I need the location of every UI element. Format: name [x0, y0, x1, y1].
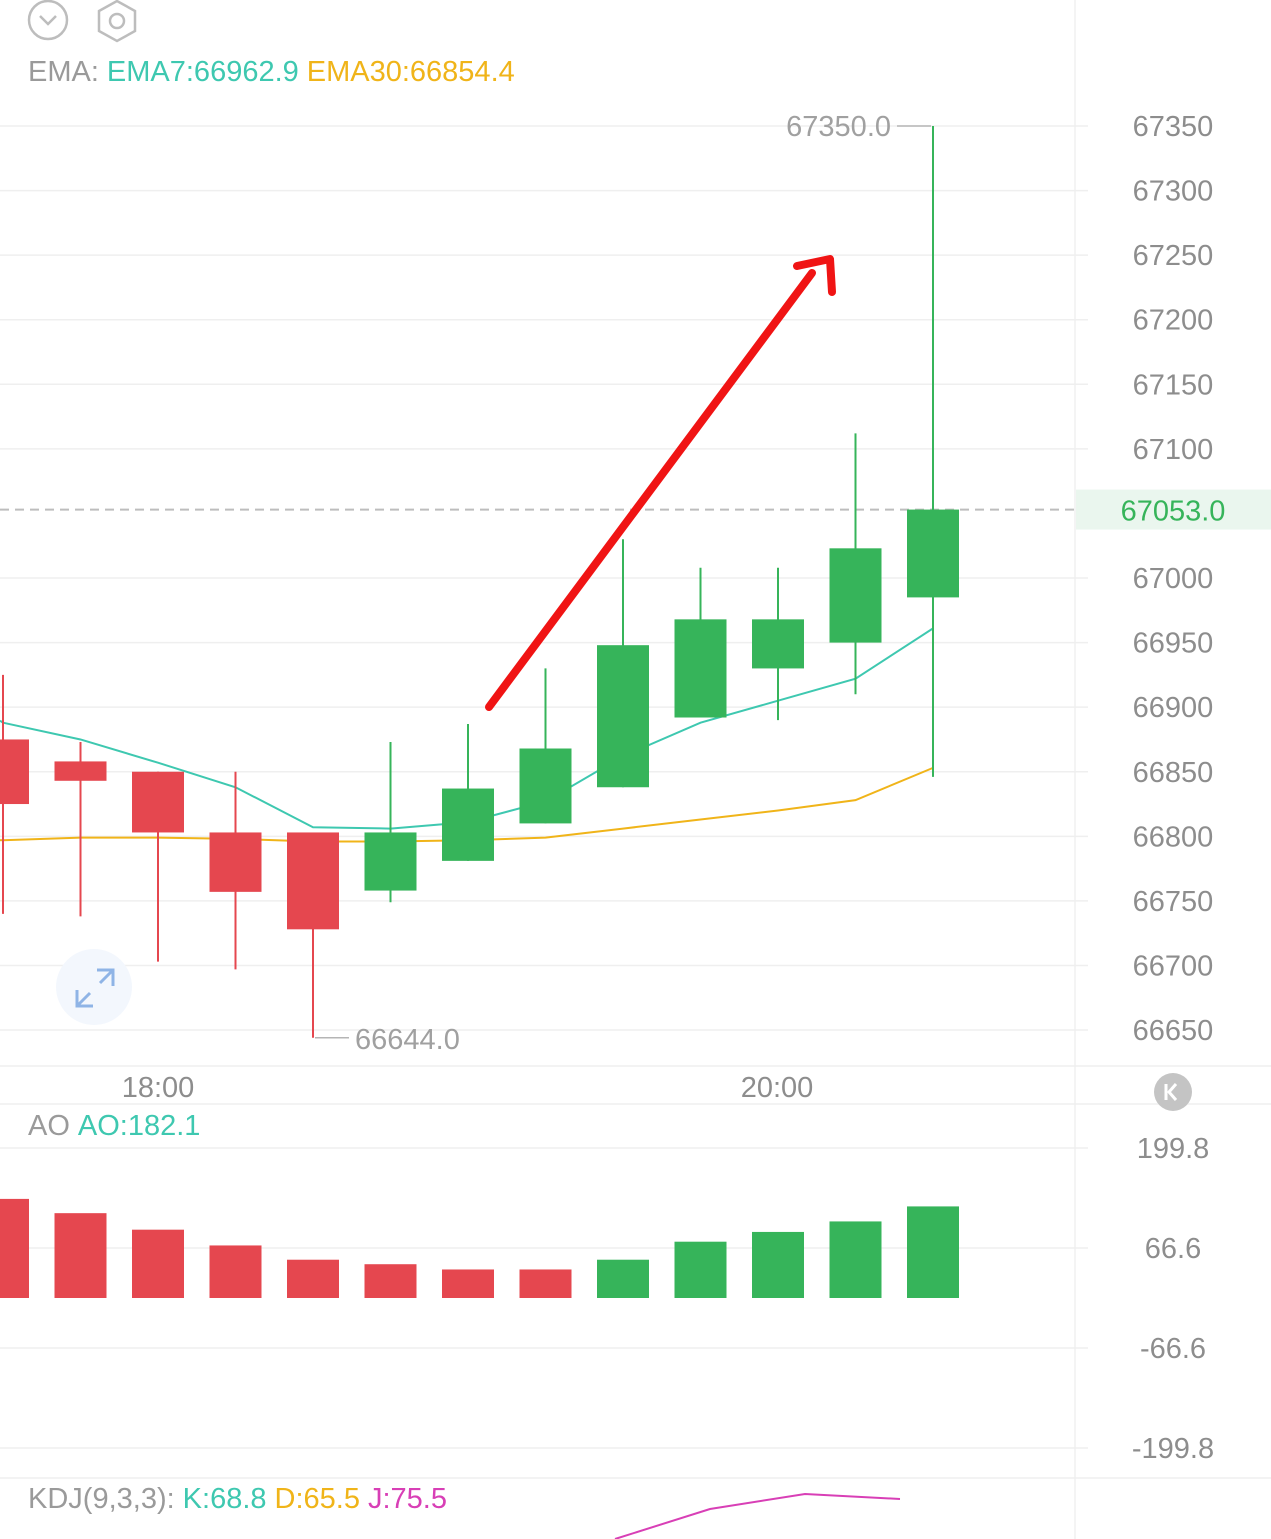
- ao-bar: [907, 1206, 959, 1298]
- candle: [829, 433, 882, 695]
- settings-hexagon-icon[interactable]: [95, 0, 139, 44]
- price-tick-label: 66850: [1133, 757, 1214, 789]
- back-to-latest-icon: [1167, 1083, 1178, 1101]
- ao-bar: [442, 1269, 494, 1298]
- candle: [364, 742, 417, 903]
- candle: [907, 126, 959, 777]
- candle-body: [132, 771, 184, 833]
- ao-bar: [519, 1269, 572, 1298]
- expand-icon: [75, 991, 92, 1008]
- price-tick-label: 66950: [1133, 628, 1214, 660]
- candle-body: [364, 832, 417, 891]
- time-tick-label: 20:00: [741, 1072, 814, 1104]
- expand-icon: [98, 968, 115, 985]
- kdj-legend: KDJ(9,3,3): K:68.8 D:65.5 J:75.5: [28, 1483, 455, 1516]
- ao-bar: [0, 1198, 29, 1298]
- price-tick-label: 67150: [1133, 369, 1214, 401]
- candle-body: [519, 748, 572, 824]
- red-upward-arrow: [485, 269, 816, 711]
- ao-tick-label: -66.6: [1140, 1333, 1206, 1365]
- time-tick-label: 18:00: [122, 1072, 195, 1104]
- ema7-value: EMA7:66962.9: [106, 56, 299, 88]
- price-tick-label: 66650: [1133, 1015, 1214, 1047]
- ao-bar: [597, 1259, 649, 1298]
- candle: [54, 742, 107, 917]
- kdj-k-value: K:68.8: [182, 1483, 267, 1515]
- price-tick-label: 67200: [1133, 305, 1214, 337]
- high-label: 67350.0: [786, 111, 891, 143]
- candle: [519, 668, 572, 824]
- candle-body: [287, 832, 339, 930]
- price-tick-label: 67250: [1133, 240, 1214, 272]
- ao-legend: AO AO:182.1: [28, 1110, 208, 1143]
- ao-bar: [752, 1231, 804, 1298]
- ao-tick-label: 199.8: [1137, 1133, 1210, 1165]
- candle: [0, 674, 29, 914]
- chevron-down-circle-icon[interactable]: [26, 0, 70, 44]
- candle: [752, 567, 804, 721]
- ao-bar: [287, 1259, 339, 1298]
- kdj-j-line: [614, 1492, 901, 1539]
- candle-body: [442, 788, 494, 861]
- ao-value: AO:182.1: [77, 1110, 201, 1142]
- kdj-j-value: J:75.5: [367, 1483, 447, 1515]
- candle-body: [829, 548, 882, 643]
- price-tick-label: 67100: [1133, 434, 1214, 466]
- back-to-latest-button: [1154, 1073, 1192, 1111]
- candle: [132, 771, 184, 962]
- candle: [597, 539, 649, 788]
- ao-bar: [132, 1229, 184, 1298]
- candle-body: [54, 761, 107, 781]
- candle-body: [597, 645, 649, 788]
- price-tick-label: 67350: [1133, 111, 1214, 143]
- kdj-d-value: D:65.5: [274, 1483, 360, 1515]
- price-tick-label: 67300: [1133, 176, 1214, 208]
- expand-button: [56, 949, 132, 1025]
- red-arrow-head: [793, 255, 836, 296]
- price-tick-label: 66900: [1133, 692, 1214, 724]
- ema-legend: EMA: EMA7:66962.9 EMA30:66854.4: [28, 56, 523, 89]
- candle-body: [209, 832, 262, 892]
- price-tick-label: 67000: [1133, 563, 1214, 595]
- ao-tick-label: 66.6: [1145, 1233, 1201, 1265]
- candle: [287, 832, 339, 1038]
- candle: [674, 567, 727, 718]
- ao-bar: [209, 1245, 262, 1298]
- candle-body: [907, 509, 959, 598]
- price-tick-label: 66800: [1133, 821, 1214, 853]
- low-label: 66644.0: [355, 1024, 460, 1056]
- ao-bar: [54, 1213, 107, 1298]
- kdj-legend-label: KDJ(9,3,3):: [28, 1483, 175, 1515]
- ema-legend-label: EMA:: [28, 56, 99, 88]
- candle-body: [752, 619, 804, 669]
- candle: [442, 723, 494, 861]
- last-price-tag: [1076, 489, 1271, 530]
- price-tick-label: 66700: [1133, 950, 1214, 982]
- ema30-value: EMA30:66854.4: [306, 56, 515, 88]
- price-tick-label: 66750: [1133, 886, 1214, 918]
- ao-tick-label: -199.8: [1132, 1433, 1214, 1465]
- last-price-label: 67053.0: [1121, 496, 1226, 528]
- ao-bar: [364, 1264, 417, 1298]
- ao-legend-label: AO: [28, 1110, 70, 1142]
- candle-body: [0, 739, 29, 805]
- ao-bar: [829, 1221, 882, 1298]
- candle: [209, 771, 262, 970]
- ao-bar: [674, 1241, 727, 1298]
- candle-body: [674, 619, 727, 718]
